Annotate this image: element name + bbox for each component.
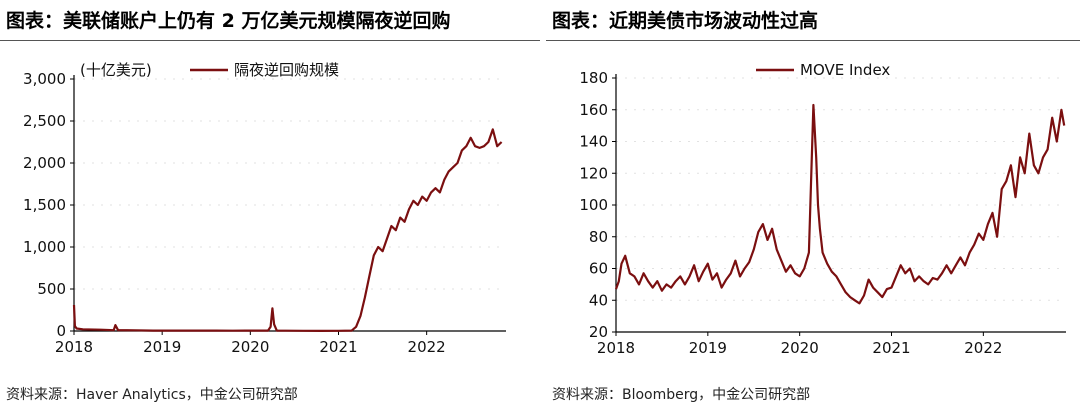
y-tick-label: 3,000 [23, 70, 66, 88]
series-line [72, 128, 503, 332]
x-tick-label: 2019 [689, 339, 727, 357]
y-tick-label: 180 [579, 69, 608, 87]
left-chart-source: 资料来源：Haver Analytics，中金公司研究部 [6, 387, 298, 403]
x-tick-label: 2018 [55, 338, 93, 356]
unit-label: (十亿美元) [80, 61, 152, 79]
left-chart-panel: 图表：美联储账户上仍有 2 万亿美元规模隔夜逆回购 0 500 1,000 1,500… [0, 10, 540, 403]
y-tick-label: 100 [579, 196, 608, 214]
y-tick-label: 140 [579, 133, 608, 151]
y-tick-label: 2,500 [23, 112, 66, 130]
left-chart-title: 图表：美联储账户上仍有 2 万亿美元规模隔夜逆回购 [6, 10, 451, 32]
legend-label: 隔夜逆回购规模 [234, 61, 339, 79]
right-chart-source: 资料来源：Bloomberg，中金公司研究部 [552, 387, 811, 403]
y-tick-label: 60 [589, 260, 608, 278]
y-tick-label: 500 [37, 280, 66, 298]
y-tick-label: 1,500 [23, 196, 66, 214]
x-tick-label: 2018 [597, 339, 635, 357]
y-tick-label: 160 [579, 101, 608, 119]
x-tick-label: 2020 [231, 338, 269, 356]
right-title-divider [546, 40, 1080, 41]
right-chart-title: 图表：近期美债市场波动性过高 [552, 10, 819, 32]
y-tick-label: 2,000 [23, 154, 66, 172]
y-tick-label: 80 [589, 228, 608, 246]
left-title-divider [0, 40, 540, 41]
y-tick-label: 120 [579, 164, 608, 182]
legend-label: MOVE Index [800, 61, 890, 79]
x-tick-label: 2020 [781, 339, 819, 357]
left-chart: 0 500 1,000 1,500 2,000 2,500 3,000 2018 2019 202… [23, 61, 506, 356]
x-tick-label: 2021 [319, 338, 357, 356]
x-tick-label: 2019 [143, 338, 181, 356]
x-tick-label: 2021 [872, 339, 910, 357]
right-chart-panel: 图表：近期美债市场波动性过高 20 40 60 80 100 120 140 160 180 20… [546, 0, 1080, 415]
right-chart: 20 40 60 80 100 120 140 160 180 2018 2019 2020 2021 2… [579, 61, 1066, 357]
x-tick-label: 2022 [408, 338, 446, 356]
y-tick-label: 1,000 [23, 238, 66, 256]
series-line [614, 103, 1066, 305]
y-tick-label: 40 [589, 291, 608, 309]
y-tick-label: 0 [56, 322, 66, 340]
x-tick-label: 2022 [964, 339, 1002, 357]
y-tick-label: 20 [589, 323, 608, 341]
